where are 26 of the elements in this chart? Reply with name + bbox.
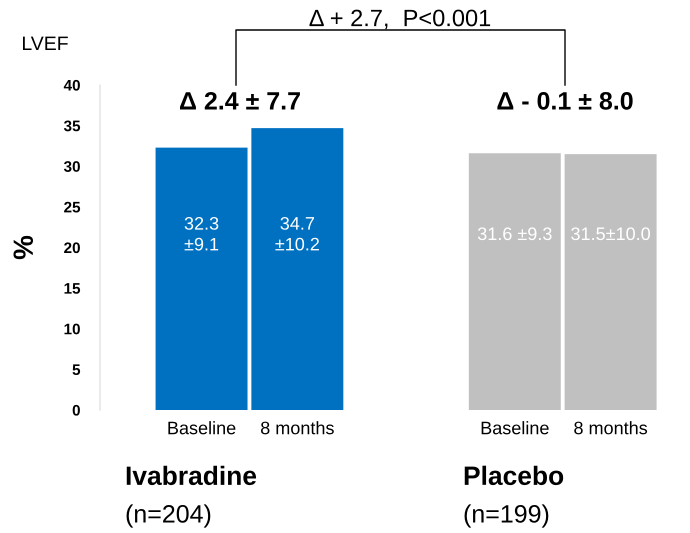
data-label: 31.6 ±9.3 (478, 227, 552, 240)
y-tick-label: 25 (64, 202, 80, 213)
data-label: 34.7 ±10.2 (275, 216, 319, 251)
x-tick-label: 8 months (574, 421, 648, 434)
data-label: 32.3 ±9.1 (184, 216, 218, 251)
text: Δ + 2.7, P<0.001 (309, 10, 490, 30)
text: (n=204) (126, 504, 210, 528)
text: Ivabradine (126, 466, 256, 486)
y-tick-label: 35 (64, 120, 80, 132)
annotation: Δ 2.4 ± 7.7 (180, 92, 300, 110)
y-tick-label: 40 (64, 80, 80, 91)
y-tick-label: 15 (64, 283, 80, 294)
text: (n=199) (464, 504, 548, 528)
y-axis-title: % (13, 236, 34, 260)
y-tick-label: 5 (72, 364, 80, 376)
y-tick-label: 0 (72, 404, 80, 416)
data-label: 31.5±10.0 (571, 227, 650, 240)
y-tick-label: 10 (64, 324, 80, 334)
y-tick-label: 30 (64, 161, 80, 172)
x-tick-label: 8 months (261, 421, 334, 434)
text: Placebo (464, 466, 564, 486)
x-tick-label: Baseline (482, 421, 549, 434)
x-tick-label: Baseline (168, 421, 236, 434)
text: LVEF (22, 36, 68, 50)
y-tick-label: 20 (64, 242, 80, 254)
annotation: Δ - 0.1 ± 8.0 (497, 92, 633, 110)
